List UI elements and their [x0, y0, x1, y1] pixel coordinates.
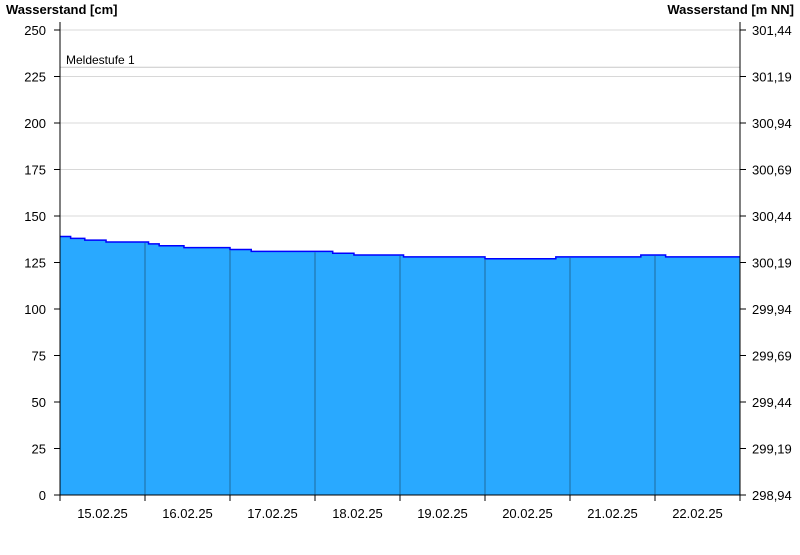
x-tick-labels: 15.02.25 16.02.25 17.02.25 18.02.25 19.02.25… [77, 506, 723, 521]
y-tick-label-left: 200 [24, 116, 46, 131]
left-axis-title: Wasserstand [cm] [6, 2, 118, 17]
x-tick-label: 20.02.25 [502, 506, 553, 521]
y-tick-label-left: 150 [24, 209, 46, 224]
y-tick-label-right: 299,94 [752, 302, 792, 317]
y-tick-label-left: 100 [24, 302, 46, 317]
y-tick-label-left: 50 [32, 395, 46, 410]
x-tick-label: 19.02.25 [417, 506, 468, 521]
x-tick-label: 21.02.25 [587, 506, 638, 521]
y-tick-label-left: 125 [24, 256, 46, 271]
y-tick-label-right: 300,69 [752, 163, 792, 178]
y-tick-label-right: 300,94 [752, 116, 792, 131]
y-tick-label-left: 0 [39, 488, 46, 503]
y-tick-label-right: 300,19 [752, 256, 792, 271]
y-tick-label-left: 175 [24, 163, 46, 178]
y-tick-label-right: 299,44 [752, 395, 792, 410]
x-tick-label: 17.02.25 [247, 506, 298, 521]
y-tick-label-left: 225 [24, 70, 46, 85]
y-tick-label-right: 301,44 [752, 23, 792, 38]
x-tick-label: 16.02.25 [162, 506, 213, 521]
y-tick-label-left: 75 [32, 349, 46, 364]
y-tick-label-right: 301,19 [752, 70, 792, 85]
x-tick-label: 18.02.25 [332, 506, 383, 521]
y-tick-label-right: 298,94 [752, 488, 792, 503]
data-area [60, 236, 740, 495]
threshold-group: Meldestufe 1 [60, 53, 740, 67]
y-tick-label-left: 250 [24, 23, 46, 38]
y-tick-label-right: 299,19 [752, 442, 792, 457]
y-tick-label-right: 299,69 [752, 349, 792, 364]
right-axis-title: Wasserstand [m NN] [667, 2, 794, 17]
x-tick-label: 15.02.25 [77, 506, 128, 521]
y-tick-label-right: 300,44 [752, 209, 792, 224]
x-tick-label: 22.02.25 [672, 506, 723, 521]
y-tick-label-left: 25 [32, 442, 46, 457]
threshold-label: Meldestufe 1 [66, 53, 135, 67]
